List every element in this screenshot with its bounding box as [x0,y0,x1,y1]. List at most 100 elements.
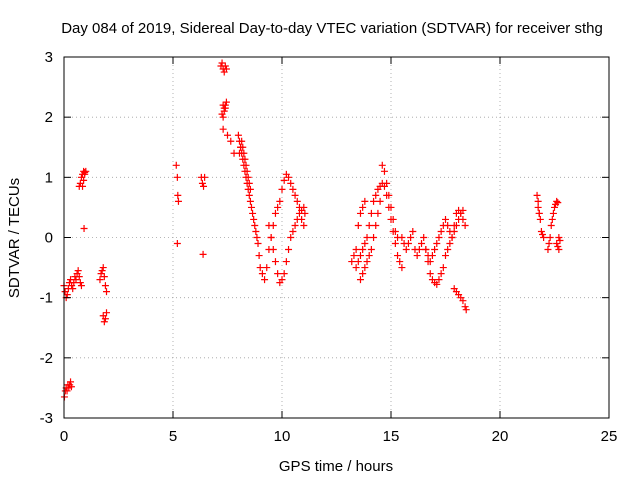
data-point [101,282,109,290]
axis-ticks [63,56,610,419]
data-point [407,234,415,241]
data-point [553,240,561,248]
data-point [435,276,443,284]
x-tick-label: 15 [383,428,400,445]
data-point [359,246,367,254]
data-point [227,137,235,145]
data-point [350,252,358,260]
data-point [554,199,562,207]
x-axis-tick-labels: 0 5 10 15 20 25 [60,428,618,445]
data-point [431,246,439,254]
data-point [367,246,375,254]
data-point [556,237,564,245]
data-point [198,179,206,187]
data-point [258,270,266,278]
data-point [361,197,369,205]
data-point [437,227,445,235]
data-point [394,252,402,260]
data-point [404,240,412,248]
data-point [462,306,470,314]
data-point [263,264,271,272]
data-point [75,182,83,190]
data-point [291,191,299,199]
data-point [173,240,181,248]
data-point [199,250,207,258]
data-point [380,167,388,175]
data-point [282,258,290,266]
data-point [251,221,259,229]
data-point [352,246,360,254]
data-point [551,203,558,211]
data-point [363,258,371,266]
data-point [534,203,542,211]
data-point [548,215,556,223]
data-point [365,221,373,229]
data-point [240,149,248,157]
data-point [356,209,364,217]
data-point [433,280,441,288]
data-point [533,191,541,199]
y-tick-label: 3 [45,49,53,66]
data-point [241,155,249,163]
data-point [348,258,356,266]
data-point [461,303,469,311]
data-point [413,252,421,260]
data-point [426,270,434,278]
data-point [442,252,449,260]
data-point [239,143,247,151]
y-tick-label: -2 [40,350,53,367]
data-point [287,179,295,187]
data-point [280,270,288,278]
x-tick-label: 10 [274,428,291,445]
data-point [398,234,406,241]
data-point [356,252,364,260]
data-point [437,270,445,278]
y-axis-label: SDTVAR / TECUs [6,178,23,298]
data-point [352,264,360,272]
data-point [295,209,303,217]
x-tick-label: 0 [60,428,68,445]
data-point [246,185,254,193]
data-point [77,282,85,290]
series-sdtvar [60,59,564,401]
data-point [289,185,297,193]
data-point [253,234,261,241]
data-point [422,246,430,254]
data-point [291,221,299,229]
data-point [80,167,88,175]
data-point [535,209,543,217]
data-point [173,173,181,181]
data-point [67,378,75,386]
data-point [96,276,104,284]
data-point [97,270,105,278]
data-point [289,227,297,235]
data-point [370,197,378,205]
data-point [103,309,111,317]
data-point [200,182,208,190]
y-tick-label: 2 [45,109,53,126]
data-point [74,267,82,275]
data-point [75,273,83,281]
data-point [372,221,380,229]
data-point [245,179,253,187]
data-point [242,161,250,169]
data-point [98,267,106,275]
data-point [252,227,260,235]
y-axis-tick-labels: -3 -2 -1 0 1 2 3 [40,49,53,427]
data-point [298,215,306,223]
data-point [234,131,242,139]
data-series-sdtvar [60,59,564,401]
data-point [354,258,362,266]
data-point [103,288,111,296]
data-point [539,230,547,238]
data-point [415,246,423,254]
data-point [544,246,552,254]
data-point [254,240,262,248]
data-point [385,191,393,199]
data-point [546,234,554,241]
data-point [459,297,467,305]
data-point [354,221,362,229]
chart-title: Day 084 of 2019, Sidereal Day-to-day VTE… [61,20,603,37]
data-point [361,264,369,272]
data-point [265,221,273,229]
